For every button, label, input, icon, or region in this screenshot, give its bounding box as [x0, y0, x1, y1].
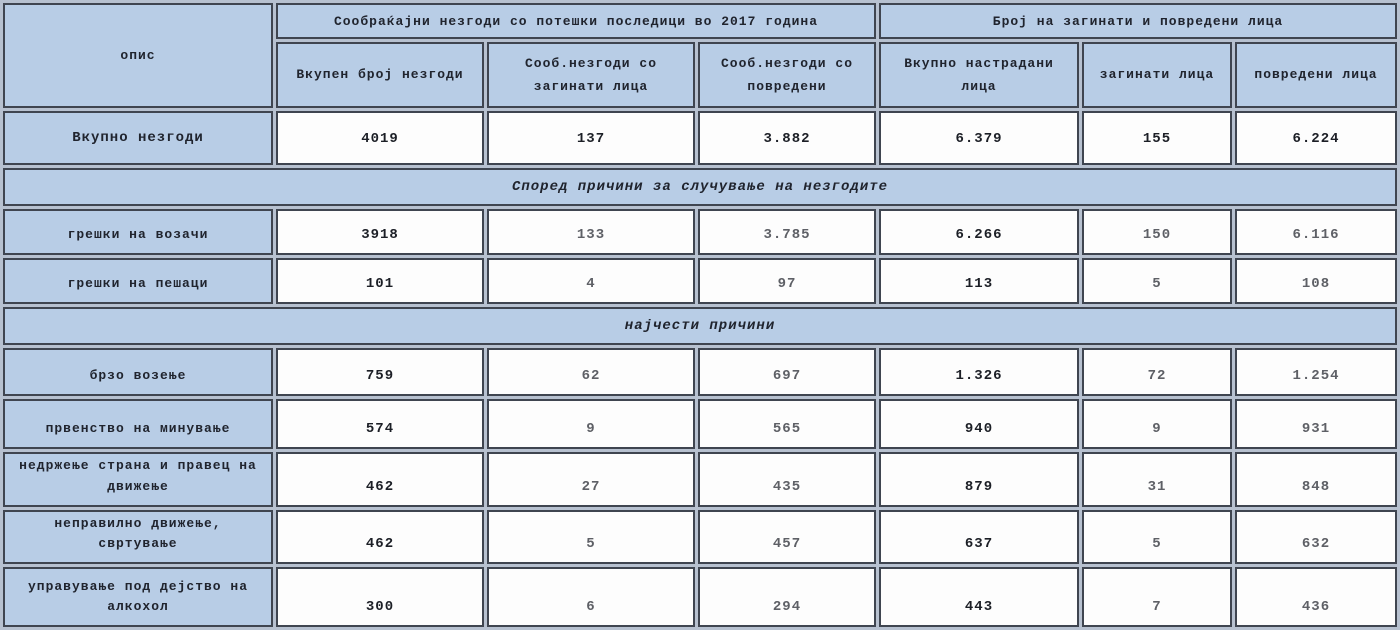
value-cell: 7 [1082, 567, 1232, 628]
group-header-accidents-2017: Сообраќајни незгоди со потешки последици… [276, 3, 876, 39]
value-cell: 300 [276, 567, 484, 628]
row-label-неправилно-движење-свртување: неправилно движење, свртување [3, 509, 273, 565]
value-cell: 931 [1235, 399, 1398, 449]
row-label-брзо-возење: брзо возење [3, 348, 273, 396]
value-cell: 848 [1235, 452, 1398, 507]
value-cell: 3.882 [698, 111, 876, 165]
row-label-грешки-на-пешаци: грешки на пешаци [3, 258, 273, 304]
section-band-најчести-причини: најчести причини [3, 307, 1398, 345]
column-header-вкупно-настрадани-лица: Вкупно настрадани лица [879, 42, 1079, 108]
value-cell: 4019 [276, 111, 484, 165]
sub-header-row: Вкупен број незгоди Сооб.незгоди со загин… [3, 42, 1398, 108]
value-cell: 6.379 [879, 111, 1079, 165]
value-cell: 97 [698, 258, 876, 304]
value-cell: 9 [1082, 399, 1232, 449]
value-cell: 940 [879, 399, 1079, 449]
value-cell: 4 [487, 258, 695, 304]
column-header-opis: опис [3, 3, 273, 108]
value-cell: 879 [879, 452, 1079, 507]
value-cell: 72 [1082, 348, 1232, 396]
value-cell: 62 [487, 348, 695, 396]
value-cell: 565 [698, 399, 876, 449]
column-header-сообнезгоди-со-загинати-лица: Сооб.незгоди со загинати лица [487, 42, 695, 108]
value-cell: 137 [487, 111, 695, 165]
value-cell: 6 [487, 567, 695, 628]
row-label-првенство-на-минување: првенство на минување [3, 399, 273, 449]
column-header-вкупен-број-незгоди: Вкупен број незгоди [276, 42, 484, 108]
column-header-повредени-лица: повредени лица [1235, 42, 1398, 108]
table-row: грешки на возачи 3918 133 3.785 6.266 150 6.11… [3, 209, 1398, 255]
table-row: првенство на минување 574 9 565 940 9 931 [3, 399, 1398, 449]
column-header-сообнезгоди-со-повредени: Сооб.незгоди со повредени [698, 42, 876, 108]
value-cell: 5 [1082, 258, 1232, 304]
value-cell: 31 [1082, 452, 1232, 507]
value-cell: 435 [698, 452, 876, 507]
value-cell: 155 [1082, 111, 1232, 165]
row-label-грешки-на-возачи: грешки на возачи [3, 209, 273, 255]
value-cell: 697 [698, 348, 876, 396]
value-cell: 6.116 [1235, 209, 1398, 255]
section-band-row: најчести причини [3, 307, 1398, 345]
value-cell: 759 [276, 348, 484, 396]
group-header-row: опис Сообраќајни незгоди со потешки посл… [3, 3, 1398, 108]
value-cell: 6.266 [879, 209, 1079, 255]
row-label-total: Вкупно незгоди [3, 111, 273, 165]
total-row: Вкупно незгоди 4019 137 3.882 6.379 155 6.224 [3, 111, 1398, 165]
value-cell: 457 [698, 509, 876, 565]
column-header-загинати-лица: загинати лица [1082, 42, 1232, 108]
table-row: грешки на пешаци 101 4 97 113 5 108 [3, 258, 1398, 304]
value-cell: 108 [1235, 258, 1398, 304]
value-cell: 294 [698, 567, 876, 628]
value-cell: 133 [487, 209, 695, 255]
group-header-killed-injured: Број на загинати и повредени лица [879, 3, 1398, 39]
value-cell: 462 [276, 509, 484, 565]
row-label-недржење-страна-и-правец-на-движење: недржење страна и правец на движење [3, 452, 273, 507]
value-cell: 1.326 [879, 348, 1079, 396]
row-label-управување-под-дејство-на-алкохол: управување под дејство на алкохол [3, 567, 273, 628]
value-cell: 443 [879, 567, 1079, 628]
table-row: брзо возење 759 62 697 1.326 72 1.254 [3, 348, 1398, 396]
value-cell: 3918 [276, 209, 484, 255]
value-cell: 113 [879, 258, 1079, 304]
value-cell: 5 [487, 509, 695, 565]
value-cell: 6.224 [1235, 111, 1398, 165]
table-row: недржење страна и правец на движење 462 27… [3, 452, 1398, 507]
value-cell: 101 [276, 258, 484, 304]
value-cell: 462 [276, 452, 484, 507]
section-band-според-причини-за-случување-на-незгодите: Според причини за случување на незгодите [3, 168, 1398, 206]
table-row: неправилно движење, свртување 462 5 457 637 5… [3, 509, 1398, 565]
value-cell: 574 [276, 399, 484, 449]
table-row: управување под дејство на алкохол 300 6 294… [3, 567, 1398, 628]
value-cell: 3.785 [698, 209, 876, 255]
value-cell: 150 [1082, 209, 1232, 255]
value-cell: 5 [1082, 509, 1232, 565]
value-cell: 436 [1235, 567, 1398, 628]
value-cell: 27 [487, 452, 695, 507]
value-cell: 1.254 [1235, 348, 1398, 396]
value-cell: 632 [1235, 509, 1398, 565]
value-cell: 9 [487, 399, 695, 449]
value-cell: 637 [879, 509, 1079, 565]
section-band-row: Според причини за случување на незгодите [3, 168, 1398, 206]
